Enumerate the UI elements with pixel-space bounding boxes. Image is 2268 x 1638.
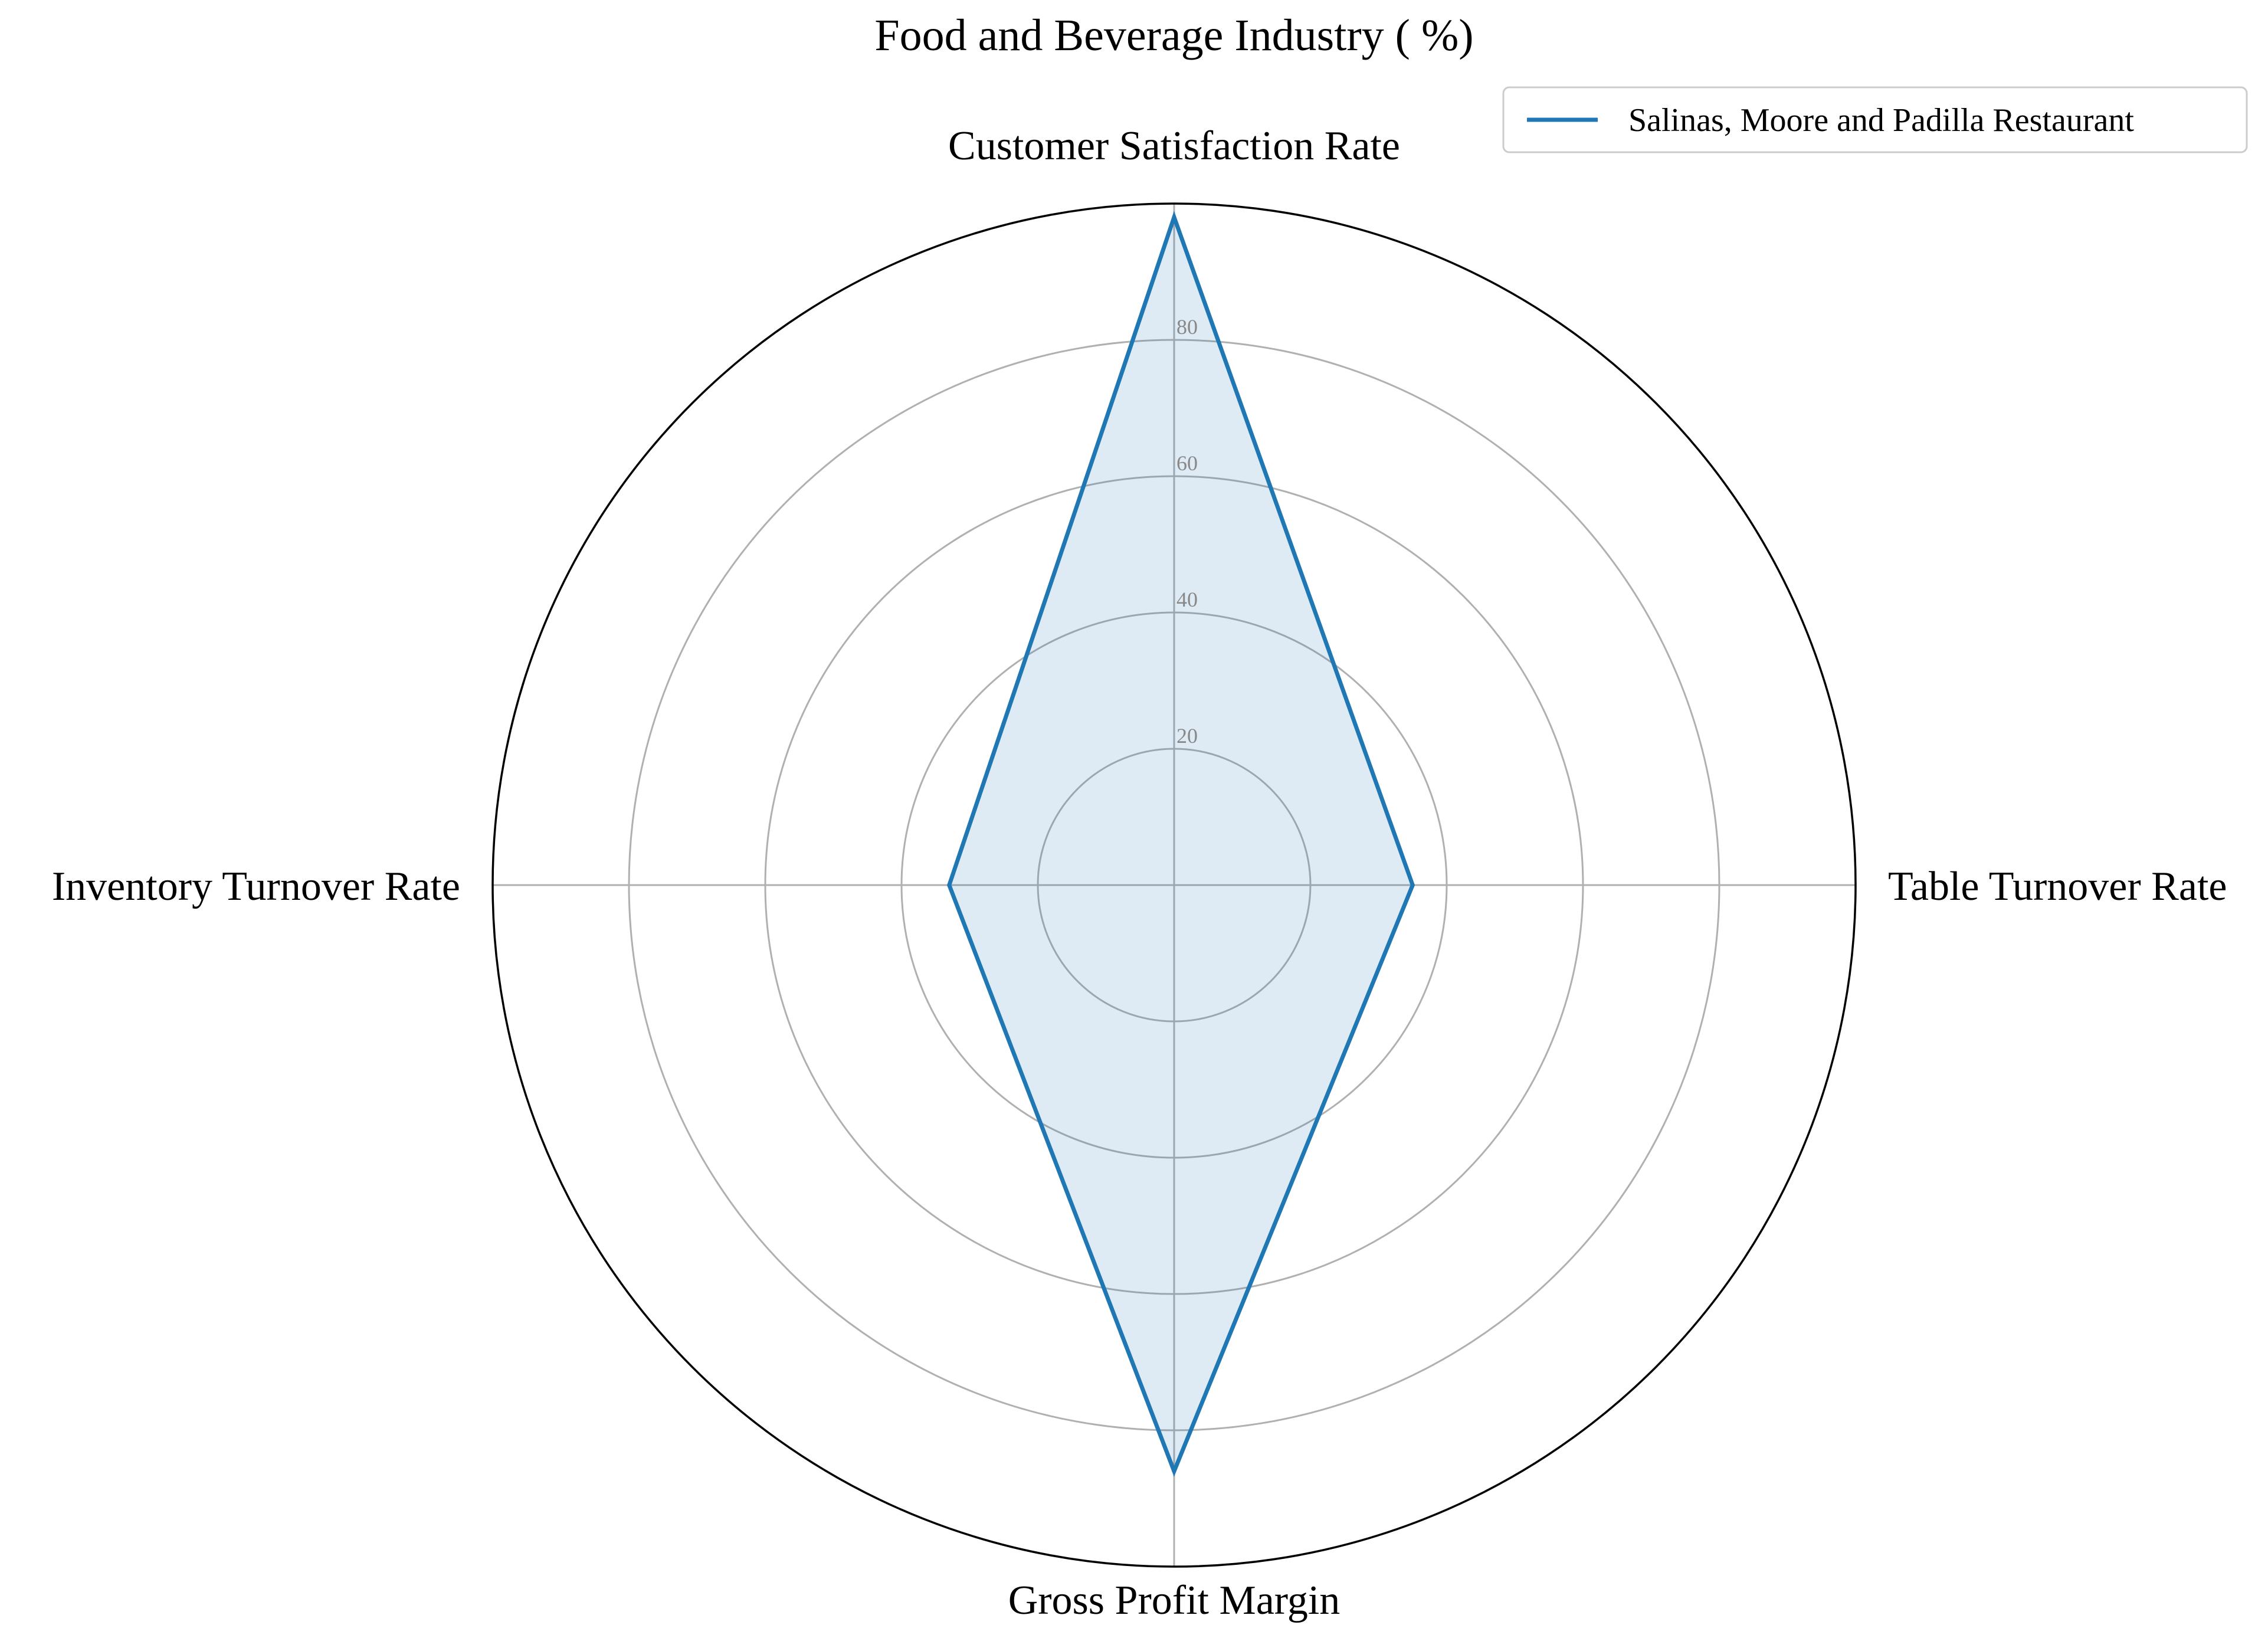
axis-label-table-turnover-rate: Table Turnover Rate: [1888, 864, 2227, 909]
r-tick-label-20: 20: [1176, 724, 1198, 748]
grid-layer: [491, 202, 1857, 1568]
axis-label-layer: Customer Satisfaction Rate Table Turnover…: [52, 123, 2227, 1623]
axis-label-inventory-turnover-rate: Inventory Turnover Rate: [52, 864, 460, 909]
r-tick-label-60: 60: [1176, 451, 1198, 475]
tick-layer: 20 40 60 80: [1176, 315, 1198, 748]
chart-title: Food and Beverage Industry ( %): [874, 11, 1473, 60]
data-point-gross-profit-margin: [1172, 1469, 1176, 1473]
legend: Salinas, Moore and Padilla Restaurant: [1502, 86, 2248, 153]
axis-label-gross-profit-margin: Gross Profit Margin: [1008, 1578, 1341, 1623]
data-point-table-turnover-rate: [1410, 883, 1415, 887]
legend-label: Salinas, Moore and Padilla Restaurant: [1628, 102, 2134, 139]
legend-box: [1502, 86, 2248, 153]
series-area-0: [949, 217, 1413, 1472]
series-layer: [947, 211, 1415, 1477]
r-tick-label-80: 80: [1176, 315, 1198, 339]
axis-label-customer-satisfaction-rate: Customer Satisfaction Rate: [948, 123, 1400, 169]
data-point-inventory-turnover-rate: [947, 883, 952, 887]
outer-frame: [491, 202, 1857, 1568]
data-point-customer-satisfaction-rate: [1172, 215, 1176, 220]
r-tick-label-40: 40: [1176, 588, 1198, 611]
